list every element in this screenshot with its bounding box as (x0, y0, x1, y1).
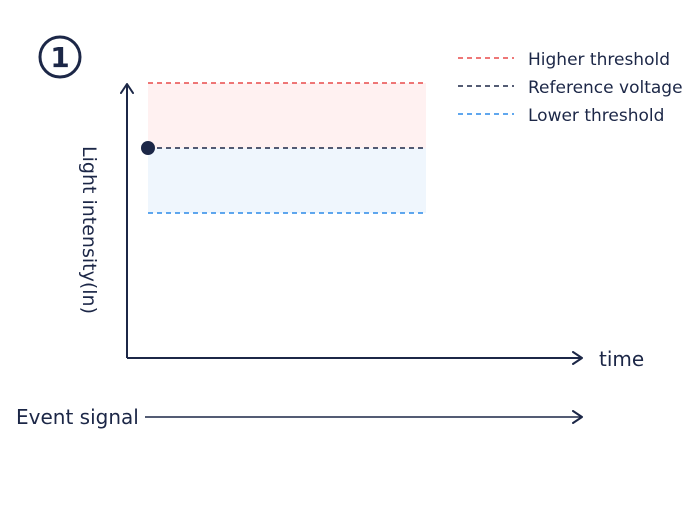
legend: Higher threshold Reference voltage Lower… (458, 50, 683, 126)
legend-label-reference-voltage: Reference voltage (528, 78, 683, 98)
y-axis-label: Light intensity(ln) (78, 146, 100, 314)
legend-label-lower-threshold: Lower threshold (528, 106, 664, 126)
upper-threshold-band (148, 83, 426, 148)
step-marker-circle (38, 35, 82, 79)
step-marker: 1 (50, 41, 69, 74)
lower-threshold-band (148, 148, 426, 213)
legend-label-higher-threshold: Higher threshold (528, 50, 670, 70)
x-axis-label: time (599, 347, 644, 371)
event-signal-label: Event signal (16, 405, 139, 429)
start-point (141, 141, 155, 155)
